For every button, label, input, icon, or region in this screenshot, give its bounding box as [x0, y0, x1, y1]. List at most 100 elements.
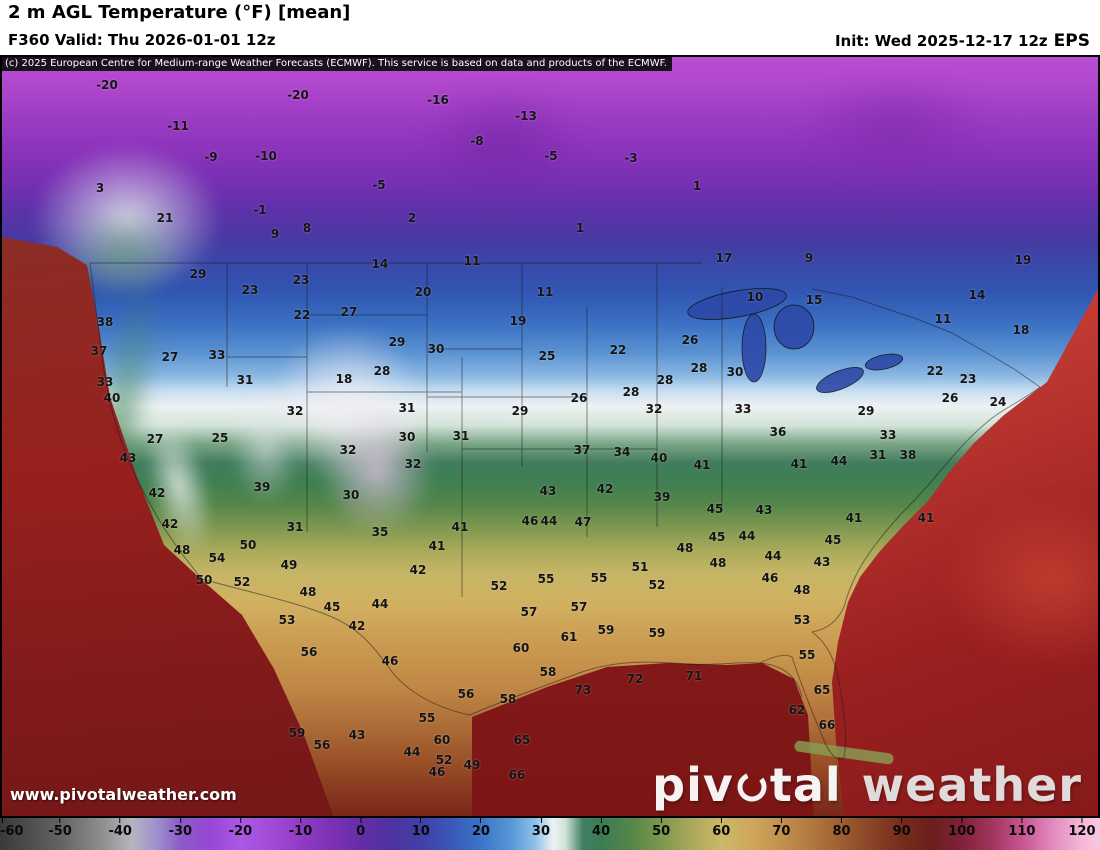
temp-label: 25	[211, 431, 229, 445]
temp-label: 44	[830, 454, 848, 468]
forecast-map: (c) 2025 European Centre for Medium-rang…	[0, 55, 1100, 818]
temp-label: 38	[899, 448, 917, 462]
wasatch-cold-patch	[230, 385, 302, 505]
temp-label: 31	[398, 401, 416, 415]
temp-label: 52	[490, 579, 508, 593]
temp-label: 41	[790, 457, 808, 471]
temp-label: 31	[869, 448, 887, 462]
temp-label: 10	[746, 290, 764, 304]
temp-label: 34	[613, 445, 631, 459]
temp-label: -9	[204, 150, 218, 164]
temp-label: 40	[103, 391, 121, 405]
temp-label: 43	[119, 451, 137, 465]
temp-label: 71	[685, 669, 703, 683]
temp-label: 23	[241, 283, 259, 297]
temp-label: 9	[804, 251, 814, 265]
temp-label: -20	[96, 78, 118, 92]
temp-label: 65	[813, 683, 831, 697]
temp-label: 73	[574, 683, 592, 697]
pivotal-weather-logo: piv tal weather	[652, 758, 1082, 812]
colorbar-tick: -40	[108, 818, 132, 839]
colorbar-tick: 30	[532, 818, 550, 839]
page-title: 2 m AGL Temperature (°F) [mean]	[8, 2, 351, 23]
map-header: 2 m AGL Temperature (°F) [mean] F360 Val…	[0, 0, 1100, 55]
temp-label: -11	[167, 119, 189, 133]
colorbar-tick: 40	[592, 818, 610, 839]
state-borders	[89, 262, 1041, 760]
temp-label: -5	[372, 178, 386, 192]
temp-label: 28	[373, 364, 391, 378]
temp-label: -20	[287, 88, 309, 102]
temp-label: 2	[407, 211, 417, 225]
temp-label: 30	[342, 488, 360, 502]
temp-label: 27	[161, 350, 179, 364]
temp-label: 14	[371, 257, 389, 271]
temp-label: 59	[648, 626, 666, 640]
temp-label: 41	[917, 511, 935, 525]
temp-label: 33	[879, 428, 897, 442]
temp-label: -13	[515, 109, 537, 123]
init-time-text: Init: Wed 2025-12-17 12z	[834, 32, 1048, 50]
temp-label: 55	[537, 572, 555, 586]
temp-label: 46	[381, 654, 399, 668]
colorbar-tick: -30	[169, 818, 192, 839]
colorbar-tick: 0	[356, 818, 365, 839]
temp-label: 43	[539, 484, 557, 498]
temp-label: -5	[544, 149, 558, 163]
temp-label: 26	[681, 333, 699, 347]
temp-label: 8	[302, 221, 312, 235]
temp-label: -10	[255, 149, 277, 163]
colorbar-tick: 80	[832, 818, 851, 839]
boundary-lines	[89, 262, 1041, 760]
temp-label: 61	[560, 630, 578, 644]
colorbar-tick: 50	[652, 818, 670, 839]
temp-label: 33	[96, 375, 114, 389]
temp-label: 38	[96, 315, 114, 329]
colorbar-tick: 10	[412, 818, 430, 839]
temp-label: 59	[288, 726, 306, 740]
temp-label: 31	[452, 429, 470, 443]
temp-label: 18	[1012, 323, 1030, 337]
colorbar-tick: 90	[893, 818, 911, 839]
temp-label: 48	[299, 585, 317, 599]
temp-label: 55	[798, 648, 816, 662]
temp-label: 1	[575, 221, 585, 235]
temp-label: 22	[926, 364, 944, 378]
colorbar-tick: -60	[0, 818, 24, 839]
colorbar-tick: 120	[1068, 818, 1096, 839]
temp-label: 46	[521, 514, 539, 528]
temp-label: 48	[793, 583, 811, 597]
temp-label: 24	[989, 395, 1007, 409]
temp-label: 44	[403, 745, 421, 759]
model-name: EPS	[1053, 31, 1090, 51]
temp-label: 1	[692, 179, 702, 193]
temp-label: 11	[463, 254, 481, 268]
temp-label: 44	[371, 597, 389, 611]
temp-label: 30	[398, 430, 416, 444]
temp-label: 41	[693, 458, 711, 472]
temp-label: 11	[934, 312, 952, 326]
temp-label: 36	[769, 425, 787, 439]
temp-label: 30	[726, 365, 744, 379]
temp-label: 19	[509, 314, 527, 328]
temp-label: 66	[818, 718, 836, 732]
watermark-url: www.pivotalweather.com	[10, 785, 237, 804]
temp-label: 57	[520, 605, 538, 619]
temp-label: 44	[738, 529, 756, 543]
temp-label: 72	[626, 672, 644, 686]
temp-label: 32	[645, 402, 663, 416]
swirl-icon	[737, 772, 767, 802]
colorbar-tick: 60	[712, 818, 730, 839]
colorbar-tick: -20	[229, 818, 252, 839]
temp-label: -1	[253, 203, 267, 217]
temp-label: 54	[208, 551, 226, 565]
temp-label: 52	[435, 753, 453, 767]
temp-label: -3	[624, 151, 638, 165]
temp-label: 44	[540, 514, 558, 528]
temp-label: 50	[239, 538, 257, 552]
temp-label: 58	[499, 692, 517, 706]
temp-label: 66	[508, 768, 526, 782]
temp-label: 49	[280, 558, 298, 572]
init-time: Init: Wed 2025-12-17 12z EPS	[835, 31, 1090, 51]
